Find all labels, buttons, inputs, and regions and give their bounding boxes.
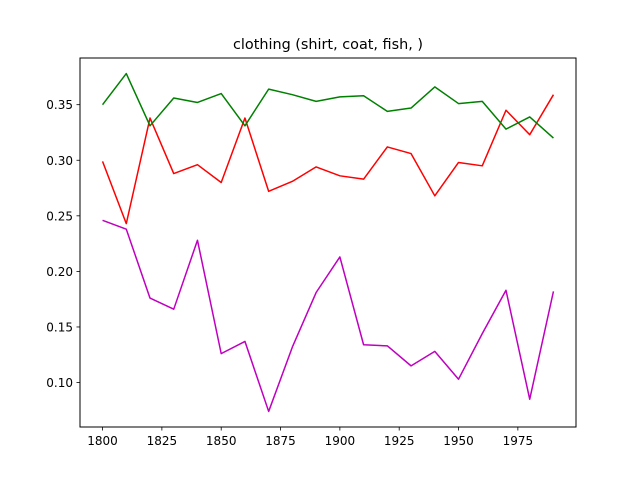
x-tick-label: 1950 <box>443 434 474 448</box>
x-tick-label: 1975 <box>503 434 534 448</box>
y-tick-label: 0.25 <box>46 209 73 223</box>
x-tick-label: 1925 <box>384 434 415 448</box>
series-line-3 <box>102 219 555 413</box>
x-tick-label: 1850 <box>206 434 237 448</box>
y-tick-label: 0.20 <box>46 265 73 279</box>
plot-frame <box>79 57 577 428</box>
y-tick-label: 0.30 <box>46 154 73 168</box>
x-tick-label: 1800 <box>87 434 118 448</box>
y-tick-label: 0.10 <box>46 376 73 390</box>
y-tick-label: 0.15 <box>46 320 73 334</box>
series-layer <box>101 72 555 413</box>
x-tick-label: 1900 <box>325 434 356 448</box>
series-line-1 <box>101 94 555 225</box>
x-axis: 1800 1825 1850 1875 1900 1925 1950 1975 <box>87 427 533 448</box>
chart-title: clothing (shirt, coat, fish, ) <box>233 37 423 53</box>
x-tick-label: 1825 <box>147 434 178 448</box>
y-axis: 0.10 0.15 0.20 0.25 0.30 0.35 <box>46 98 80 390</box>
y-tick-label: 0.35 <box>46 98 73 112</box>
x-tick-label: 1875 <box>265 434 296 448</box>
series-line-2 <box>101 72 554 139</box>
